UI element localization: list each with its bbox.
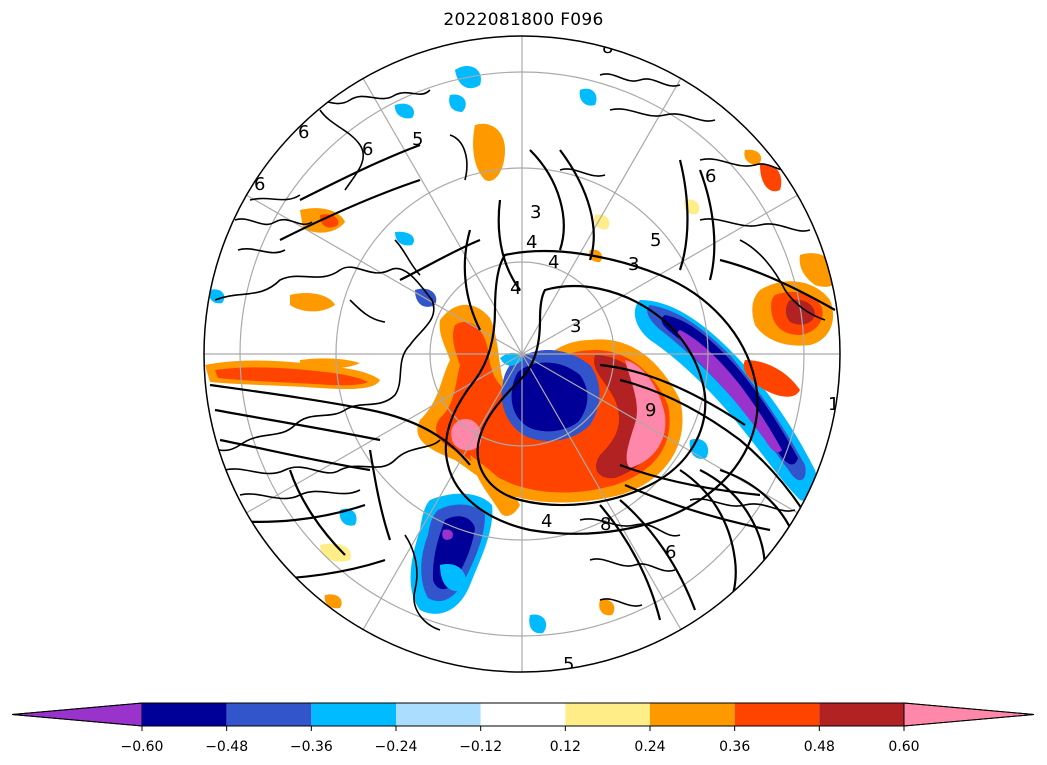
colorbar-segment [565, 703, 650, 726]
colorbar-tick-label: 0.24 [634, 739, 665, 755]
contour-label: 6 [254, 174, 265, 195]
contour-label: 1 [828, 394, 839, 415]
colorbar-tick-label: −0.24 [375, 739, 418, 755]
contour-label: 5 [650, 230, 661, 251]
contour-label: 9 [645, 400, 656, 421]
contour-label: 6 [705, 166, 716, 187]
colorbar-tick-labels: −0.60 −0.48 −0.36 −0.24 −0.12 0.12 0.24 0.36 0.4… [121, 739, 920, 755]
contour-label: 3 [628, 254, 639, 275]
colorbar-tick-label: 0.60 [888, 739, 919, 755]
contour-label: 4 [510, 278, 521, 299]
colorbar-segment [480, 703, 566, 726]
colorbar-extend-high [903, 702, 1035, 727]
contour-label: 4 [526, 232, 537, 253]
colorbar-ticks [141, 726, 905, 731]
contour-label: 5 [563, 654, 574, 675]
colorbar-segment [396, 703, 481, 726]
contour-label: 8 [600, 514, 611, 535]
colorbar-tick-label: −0.12 [459, 739, 502, 755]
colorbar-segment [311, 703, 396, 726]
colorbar-segment [226, 703, 312, 726]
map-boundary [203, 35, 841, 673]
contour-label: 6 [665, 542, 676, 563]
colorbar-segments [11, 702, 1035, 727]
contour-label: 4 [548, 252, 559, 273]
colorbar-segment [650, 703, 735, 726]
colorbar-tick-label: 0.48 [804, 739, 835, 755]
contour-label: 6 [362, 139, 373, 160]
contour-label: 3 [570, 316, 581, 337]
colorbar-segment [734, 703, 820, 726]
colorbar-extend-low [11, 702, 143, 727]
polar-map: 3 3 3 4 4 4 4 5 5 5 6 6 6 6 6 8 8 9 1 [203, 35, 841, 675]
colorbar-segment [142, 703, 227, 726]
colorbar-tick-label: 0.12 [550, 739, 581, 755]
colorbar-segment [819, 703, 904, 726]
colorbar-tick-label: −0.60 [121, 739, 164, 755]
contour-label: 3 [530, 202, 541, 223]
contour-label: 6 [298, 122, 309, 143]
map-title: 2022081800 F096 [443, 10, 604, 30]
colorbar-tick-label: −0.48 [205, 739, 248, 755]
colorbar-tick-label: −0.36 [290, 739, 333, 755]
colorbar-tick-label: 0.36 [719, 739, 750, 755]
contour-label: 4 [541, 511, 552, 532]
contour-label: 5 [412, 129, 423, 150]
